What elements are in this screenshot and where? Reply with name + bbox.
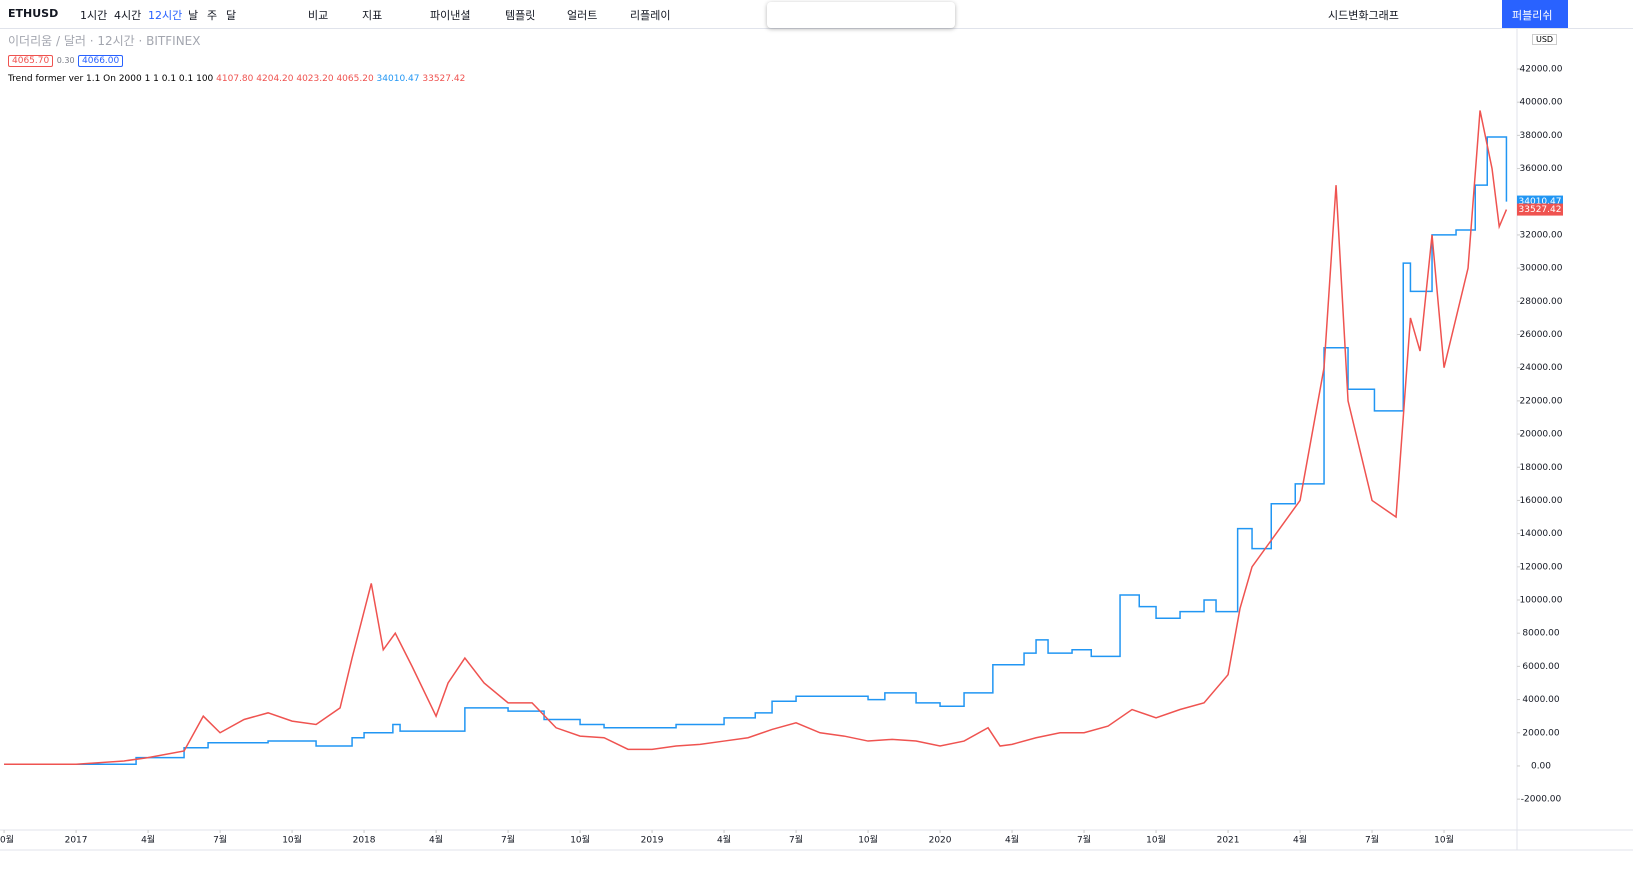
interval[interactable]: 날 xyxy=(188,9,199,22)
ask[interactable]: 4066.00 xyxy=(78,55,124,67)
ohlc: 4204.20 xyxy=(256,74,294,84)
y-tick-label: 42000.00 xyxy=(1520,64,1563,74)
y-tick-label: 34000.00 xyxy=(1520,197,1563,207)
price-tag xyxy=(1517,203,1563,216)
y-tick-label: 20000.00 xyxy=(1520,430,1563,440)
toolbar: ETHUSD 1시간 4시간 12시간 날 주 달 비교 지표 파이낸셜 템플릿… xyxy=(0,0,1633,29)
publish-button[interactable]: 퍼블리쉬 xyxy=(1512,9,1553,22)
chart: -2000.00 0.00 2000.00 4000.00 6000.00 8000.00… xyxy=(0,28,1633,851)
x-tick-label: 10월 xyxy=(0,834,14,846)
x-tick-label: 4월 xyxy=(429,834,443,846)
x-tick-label: 10월 xyxy=(1146,834,1166,846)
price-value: 33527.42 xyxy=(422,74,466,84)
y-tick-label: 32000.00 xyxy=(1520,230,1563,240)
replay-button[interactable]: 리플레이 xyxy=(630,9,671,22)
indicator-name: Trend former ver 1.1 On 2000 1 1 0.1 0.1… xyxy=(8,74,214,84)
x-tick-label: 7월 xyxy=(789,834,803,846)
compare-button[interactable]: 비교 xyxy=(308,9,329,22)
x-tick-label: 4월 xyxy=(1293,834,1307,846)
x-tick-label: 10월 xyxy=(282,834,302,846)
y-tick-label: 8000.00 xyxy=(1522,629,1559,639)
y-tick-label: 16000.00 xyxy=(1520,496,1563,506)
price-tag-label: 34010.47 xyxy=(1519,197,1562,207)
y-tick-label: 24000.00 xyxy=(1520,363,1563,373)
alert-button[interactable]: 얼러트 xyxy=(567,9,598,22)
symbol[interactable]: ETHUSD xyxy=(8,7,59,20)
y-tick-label: 6000.00 xyxy=(1522,662,1559,672)
x-tick-label: 10월 xyxy=(570,834,590,846)
indicators-button[interactable]: 지표 xyxy=(362,9,383,22)
interval[interactable]: 달 xyxy=(226,9,237,22)
x-tick-label: 4월 xyxy=(141,834,155,846)
y-tick-label: 14000.00 xyxy=(1520,529,1563,539)
y-tick-label: 36000.00 xyxy=(1520,164,1563,174)
x-tick-label: 7월 xyxy=(1365,834,1379,846)
x-tick-label: 10월 xyxy=(1434,834,1454,846)
y-tick-label: 18000.00 xyxy=(1520,463,1563,473)
x-tick-label: 7월 xyxy=(501,834,515,846)
y-tick-label: 28000.00 xyxy=(1520,297,1563,307)
quote: 4065.70 0.30 4066.00 xyxy=(8,53,124,67)
series-line xyxy=(4,110,1508,766)
y-tick-label: 12000.00 xyxy=(1520,562,1563,572)
x-tick-label: 10월 xyxy=(858,834,878,846)
interval[interactable]: 4시간 xyxy=(114,9,142,22)
pair-title: 이더리움 / 달러 · 12시간 · BITFINEX xyxy=(8,34,201,48)
ohlc: 4107.80 xyxy=(216,74,254,84)
currency[interactable]: USD xyxy=(1532,34,1558,45)
indicator-legend: Trend former ver 1.1 On 2000 1 1 0.1 0.1… xyxy=(8,74,465,84)
x-tick-label: 2019 xyxy=(641,836,664,846)
y-tick-label: 30000.00 xyxy=(1520,264,1563,274)
layout-name[interactable]: 시드변화그래프 xyxy=(1328,9,1399,22)
drawing-toolbar[interactable] xyxy=(767,2,955,28)
x-tick-label: 2018 xyxy=(353,836,376,846)
interval[interactable]: 1시간 xyxy=(80,9,108,22)
series-line xyxy=(4,136,1508,766)
publish-bg[interactable] xyxy=(1502,0,1568,28)
interval[interactable]: 12시간 xyxy=(148,9,183,22)
spread: 0.30 xyxy=(56,56,75,65)
y-tick-label: 26000.00 xyxy=(1520,330,1563,340)
price-tag-label: 33527.42 xyxy=(1519,205,1562,215)
y-tick-label: 38000.00 xyxy=(1520,131,1563,141)
templates-button[interactable]: 템플릿 xyxy=(505,9,536,22)
x-tick-label: 2020 xyxy=(929,836,952,846)
y-tick-label: -2000.00 xyxy=(1521,795,1562,805)
y-tick-label: 40000.00 xyxy=(1520,98,1563,108)
x-tick-label: 7월 xyxy=(213,834,227,846)
ohlc: 4023.20 xyxy=(296,74,334,84)
x-tick-label: 2021 xyxy=(1217,836,1240,846)
x-tick-label: 7월 xyxy=(1077,834,1091,846)
financials-button[interactable]: 파이낸셜 xyxy=(430,9,471,22)
y-tick-label: 10000.00 xyxy=(1520,596,1563,606)
bid[interactable]: 4065.70 xyxy=(8,55,54,67)
y-tick-label: 0.00 xyxy=(1531,761,1551,771)
y-tick-label: 4000.00 xyxy=(1522,695,1559,705)
x-tick-label: 4월 xyxy=(717,834,731,846)
price-tag xyxy=(1517,195,1563,208)
y-tick-label: 2000.00 xyxy=(1522,728,1559,738)
x-tick-label: 2017 xyxy=(65,836,88,846)
x-tick-label: 4월 xyxy=(1005,834,1019,846)
ohlc: 4065.20 xyxy=(336,74,374,84)
interval[interactable]: 주 xyxy=(207,9,218,22)
y-tick-label: 22000.00 xyxy=(1520,396,1563,406)
trend-value: 34010.47 xyxy=(376,74,420,84)
